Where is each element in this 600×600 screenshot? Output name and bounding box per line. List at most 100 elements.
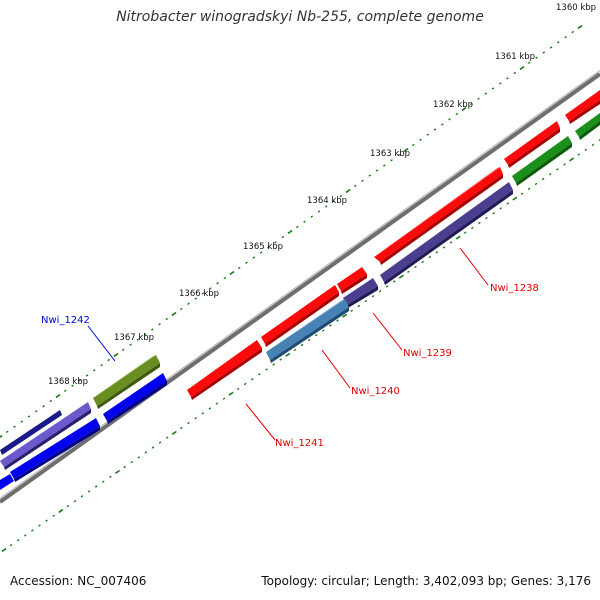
inner-scale-mark-73: [520, 192, 524, 195]
tick-label-1362: 1362 kbp: [433, 100, 473, 110]
inner-scale-mark-34: [243, 382, 247, 386]
outer-scale-mark-12: [85, 374, 89, 377]
inner-scale-mark-81: [577, 153, 581, 156]
outer-scale-mark-52: [375, 169, 379, 172]
outer-scale-mark-25: [179, 307, 183, 311]
inner-scale-mark-18: [130, 460, 134, 464]
outer-scale-mark-70: [506, 77, 509, 80]
gene-nwi-1242[interactable]: [93, 355, 160, 409]
outer-scale-mark-2: [13, 425, 16, 428]
outer-scale-mark-32: [229, 270, 235, 276]
outer-scale-mark-19: [136, 338, 140, 341]
inner-scale-mark-11: [80, 495, 84, 498]
gene-nwi-1238[interactable]: [374, 167, 503, 265]
inner-scale-mark-17: [123, 465, 126, 469]
inner-scale-mark-25: [180, 426, 183, 430]
outer-scale-mark-30: [216, 282, 219, 285]
outer-scale-mark-23: [165, 317, 169, 321]
gene-forward-1362a[interactable]: [504, 121, 560, 168]
gene-label-nwi-1242[interactable]: Nwi_1242: [41, 315, 90, 326]
outer-scale-mark-33: [237, 266, 241, 270]
outer-scale-mark-40: [287, 229, 293, 235]
inner-scale-mark-59: [421, 260, 424, 264]
tick-labels: 1360 kbp 1361 kbp 1362 kbp 1363 kbp 1364…: [48, 3, 596, 387]
gene-inner-blue-1242[interactable]: [103, 373, 167, 424]
outer-scale-mark-63: [455, 112, 459, 116]
outer-scale-mark-60: [433, 128, 437, 131]
outer-scale-mark-14: [100, 364, 103, 367]
leader-lines: [87, 247, 489, 441]
gene-inner-left-blue[interactable]: [10, 418, 100, 482]
inner-scale-mark-52: [371, 295, 375, 298]
inner-scale-mark-33: [236, 387, 240, 391]
outer-scale-mark-26: [187, 302, 190, 305]
inner-scale-mark-67: [478, 221, 481, 225]
outer-scale-mark-78: [564, 36, 567, 39]
outer-scale-mark-1: [5, 430, 9, 434]
inner-scale-mark-72: [512, 196, 518, 201]
gene-labels: Nwi_1238 Nwi_1239 Nwi_1240 Nwi_1241 Nwi_…: [41, 283, 539, 449]
gene-nwi-1241-forward[interactable]: [187, 340, 262, 400]
inner-scale-mark-9: [66, 504, 70, 508]
outer-scale-mark-37: [266, 246, 270, 249]
inner-scale-mark-76: [541, 177, 545, 181]
outer-scale-mark-8: [55, 393, 61, 399]
outer-scale-mark-15: [107, 358, 111, 362]
gene-nwi-1240-inner[interactable]: [266, 299, 349, 363]
tick-label-1360: 1360 kbp: [556, 3, 596, 13]
gene-forward-1361a[interactable]: [565, 90, 600, 124]
gene-inner-right-green-a[interactable]: [512, 136, 572, 186]
inner-scale-mark-31: [222, 397, 226, 400]
gene-nwi-1238-inner[interactable]: [380, 182, 513, 285]
inner-scale-mark-57: [407, 270, 410, 273]
inner-scale-mark-80: [569, 157, 575, 162]
gene-inner-edge-blue[interactable]: [0, 474, 14, 490]
gene-label-nwi-1239[interactable]: Nwi_1239: [403, 348, 452, 359]
inner-scale-mark-10: [73, 500, 77, 503]
outer-scale-mark-72: [519, 65, 525, 71]
inner-scale-mark-32: [228, 391, 234, 396]
inner-scale-mark-48: [342, 313, 348, 318]
inner-scale-mark-41: [293, 348, 297, 352]
inner-scale-mark-36: [258, 373, 261, 376]
accession-text: Accession: NC_007406: [10, 574, 147, 588]
inner-scale-mark-40: [285, 352, 291, 357]
inner-scale-mark-75: [534, 182, 538, 186]
gene-label-nwi-1240[interactable]: Nwi_1240: [351, 386, 400, 397]
inner-scale-mark-39: [279, 358, 283, 361]
outer-scale-mark-71: [513, 71, 517, 75]
outer-scale-mark-4: [27, 415, 31, 418]
outer-scale-mark-22: [158, 323, 161, 326]
gene-label-nwi-1241[interactable]: Nwi_1241: [275, 438, 324, 449]
inner-scale-mark-43: [307, 338, 311, 342]
inner-scale-mark-8: [58, 508, 64, 514]
outer-scale-mark-64: [461, 106, 467, 112]
tick-label-1367: 1367 kbp: [114, 333, 154, 343]
tick-label-1368: 1368 kbp: [48, 377, 88, 387]
inner-scale-mark-62: [442, 246, 446, 249]
outer-scale-mark-48: [345, 188, 351, 194]
inner-scale-mark-55: [392, 280, 396, 283]
outer-scale-mark-34: [245, 261, 248, 264]
gene-forward-left-lilac[interactable]: [0, 402, 91, 470]
outer-scale-mark-49: [353, 184, 357, 188]
outer-scale-mark-36: [259, 251, 263, 254]
gene-label-nwi-1238[interactable]: Nwi_1238: [490, 283, 539, 294]
inner-scale-mark-54: [385, 285, 389, 288]
outer-scale-mark-47: [339, 194, 343, 198]
outer-scale-mark-77: [556, 41, 560, 44]
gene-nwi-1239-forward[interactable]: [337, 267, 367, 294]
inner-scale-mark-78: [556, 168, 559, 171]
outer-scale-mark-76: [549, 46, 553, 49]
outer-scale-mark-61: [440, 123, 444, 126]
gene-inner-left-navy[interactable]: [0, 410, 62, 455]
gene-nwi-1240-forward[interactable]: [261, 285, 339, 347]
inner-scale-ring: [1, 138, 600, 553]
inner-scale-mark-4: [31, 529, 34, 532]
gene-nwi-1239-inner[interactable]: [343, 278, 378, 308]
gene-inner-right-green-b[interactable]: [575, 113, 600, 140]
outer-scale-mark-28: [201, 292, 205, 295]
inner-scale-mark-19: [137, 456, 141, 459]
inner-scale-mark-22: [158, 441, 162, 444]
outer-scale-mark-41: [295, 225, 299, 229]
